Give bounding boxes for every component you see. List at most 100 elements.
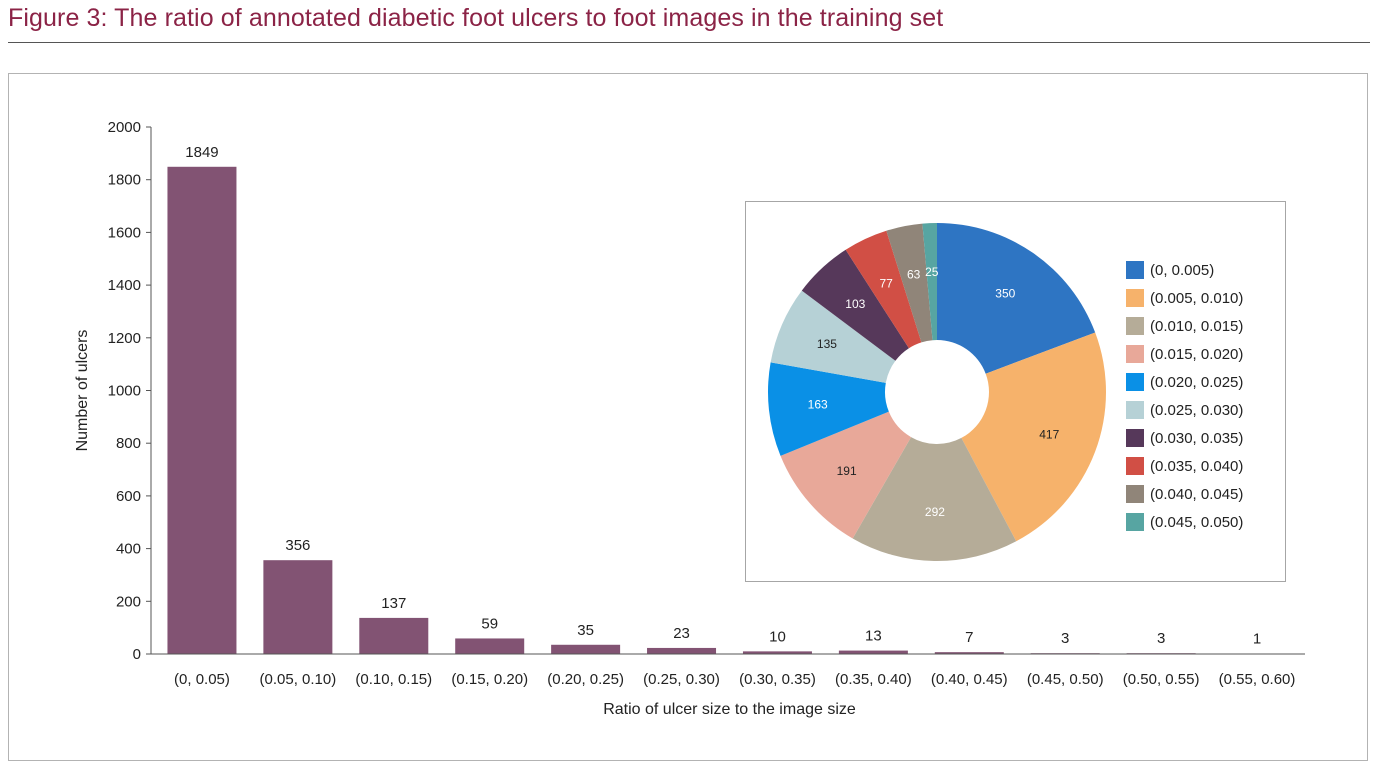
legend-label: (0.045, 0.050) xyxy=(1150,513,1244,531)
bar xyxy=(263,560,333,654)
x-tick-label: (0.30, 0.35) xyxy=(739,671,816,688)
pie-chart-inset: 350 417 292 191 163 135 103 77 63 25 (0, 0.005) (0… xyxy=(745,201,1286,582)
pie-slice-label: 103 xyxy=(845,297,865,311)
bar-value-label: 137 xyxy=(381,595,406,612)
y-tick-label: 1200 xyxy=(108,330,141,347)
legend-swatch xyxy=(1126,513,1144,531)
x-tick-label: (0.15, 0.20) xyxy=(451,671,528,688)
bar-value-label: 3 xyxy=(1061,630,1069,647)
legend-item: (0.010, 0.015) xyxy=(1126,312,1243,340)
pie-slice xyxy=(770,290,896,383)
legend-label: (0.005, 0.010) xyxy=(1150,289,1244,307)
pie-slice xyxy=(852,437,1017,561)
y-tick-label: 1600 xyxy=(108,224,141,241)
pie-slice xyxy=(780,411,912,539)
bar xyxy=(167,166,237,654)
pie-slice xyxy=(768,362,889,456)
legend-item: (0.040, 0.045) xyxy=(1126,480,1243,508)
legend-swatch xyxy=(1126,261,1144,279)
legend-item: (0.030, 0.035) xyxy=(1126,424,1243,452)
legend-label: (0.010, 0.015) xyxy=(1150,317,1244,335)
x-tick-label: (0.40, 0.45) xyxy=(931,671,1008,688)
bar-chart: 0 200 400 600 800 1000 1200 1400 1600 1800 2000 184… xyxy=(74,119,1305,718)
bar xyxy=(455,638,525,654)
bar-value-label: 356 xyxy=(285,537,310,554)
y-tick-label: 800 xyxy=(116,435,141,452)
bar-value-label: 23 xyxy=(673,625,690,642)
legend-label: (0.030, 0.035) xyxy=(1150,429,1244,447)
y-axis-title: Number of ulcers xyxy=(74,330,91,452)
x-tick-label: (0.05, 0.10) xyxy=(260,671,337,688)
pie-slice-label: 77 xyxy=(879,276,893,290)
y-tick-label: 0 xyxy=(133,646,141,663)
pie-slice xyxy=(937,223,1096,374)
legend-swatch xyxy=(1126,289,1144,307)
pie-slice xyxy=(961,332,1106,542)
pie-legend: (0, 0.005) (0.005, 0.010) (0.010, 0.015) (0… xyxy=(1126,256,1243,536)
x-axis-title: Ratio of ulcer size to the image size xyxy=(603,701,856,718)
bar-value-label: 59 xyxy=(481,615,498,632)
legend-swatch xyxy=(1126,373,1144,391)
x-tick-label: (0.55, 0.60) xyxy=(1219,671,1296,688)
figure-title: Figure 3: The ratio of annotated diabeti… xyxy=(8,4,944,32)
pie-slice xyxy=(922,223,937,341)
legend-swatch xyxy=(1126,317,1144,335)
legend-label: (0, 0.005) xyxy=(1150,261,1215,279)
bar xyxy=(934,652,1004,654)
pie-slice-label: 417 xyxy=(1039,427,1059,441)
legend-swatch xyxy=(1126,457,1144,475)
pie-slice-label: 191 xyxy=(837,464,857,478)
pie-slice xyxy=(886,223,933,343)
bar xyxy=(838,650,908,654)
x-tick-label: (0.10, 0.15) xyxy=(355,671,432,688)
legend-item: (0.035, 0.040) xyxy=(1126,452,1243,480)
pie-slice-label: 135 xyxy=(817,337,837,351)
legend-swatch xyxy=(1126,429,1144,447)
legend-swatch xyxy=(1126,485,1144,503)
legend-item: (0.005, 0.010) xyxy=(1126,284,1243,312)
y-tick-label: 600 xyxy=(116,488,141,505)
bar-value-label: 35 xyxy=(577,622,594,639)
x-tick-label: (0.50, 0.55) xyxy=(1123,671,1200,688)
pie-slice-label: 163 xyxy=(808,398,828,412)
legend-label: (0.020, 0.025) xyxy=(1150,373,1244,391)
chart-frame: 0 200 400 600 800 1000 1200 1400 1600 1800 2000 184… xyxy=(8,73,1368,761)
legend-label: (0.015, 0.020) xyxy=(1150,345,1244,363)
legend-item: (0.025, 0.030) xyxy=(1126,396,1243,424)
bar-value-label: 3 xyxy=(1157,630,1165,647)
x-tick-label: (0.45, 0.50) xyxy=(1027,671,1104,688)
pie-slice-label: 63 xyxy=(907,267,921,281)
legend-item: (0.015, 0.020) xyxy=(1126,340,1243,368)
y-tick-label: 200 xyxy=(116,593,141,610)
legend-label: (0.035, 0.040) xyxy=(1150,457,1244,475)
y-tick-label: 1800 xyxy=(108,172,141,189)
x-tick-label: (0.35, 0.40) xyxy=(835,671,912,688)
y-tick-label: 400 xyxy=(116,541,141,558)
bar-value-label: 1 xyxy=(1253,631,1261,648)
pie-slice xyxy=(801,249,909,361)
pie-slice-label: 350 xyxy=(995,286,1015,300)
bar xyxy=(742,651,812,654)
y-tick-label: 1400 xyxy=(108,277,141,294)
bar-value-label: 13 xyxy=(865,628,882,645)
legend-swatch xyxy=(1126,401,1144,419)
bar-value-label: 7 xyxy=(965,629,973,646)
bar-value-label: 1849 xyxy=(185,144,218,161)
x-tick-label: (0, 0.05) xyxy=(174,671,230,688)
bar-value-label: 10 xyxy=(769,628,786,645)
legend-label: (0.025, 0.030) xyxy=(1150,401,1244,419)
bar xyxy=(647,647,717,654)
title-divider xyxy=(8,42,1370,43)
x-tick-label: (0.25, 0.30) xyxy=(643,671,720,688)
y-tick-label: 1000 xyxy=(108,383,141,400)
legend-item: (0.045, 0.050) xyxy=(1126,508,1243,536)
x-tick-label: (0.20, 0.25) xyxy=(547,671,624,688)
legend-item: (0, 0.005) xyxy=(1126,256,1243,284)
legend-item: (0.020, 0.025) xyxy=(1126,368,1243,396)
bar xyxy=(359,617,429,654)
legend-swatch xyxy=(1126,345,1144,363)
y-tick-label: 2000 xyxy=(108,119,141,136)
pie-slice xyxy=(845,230,922,349)
bar xyxy=(551,644,621,654)
pie-slice-label: 25 xyxy=(925,265,939,279)
